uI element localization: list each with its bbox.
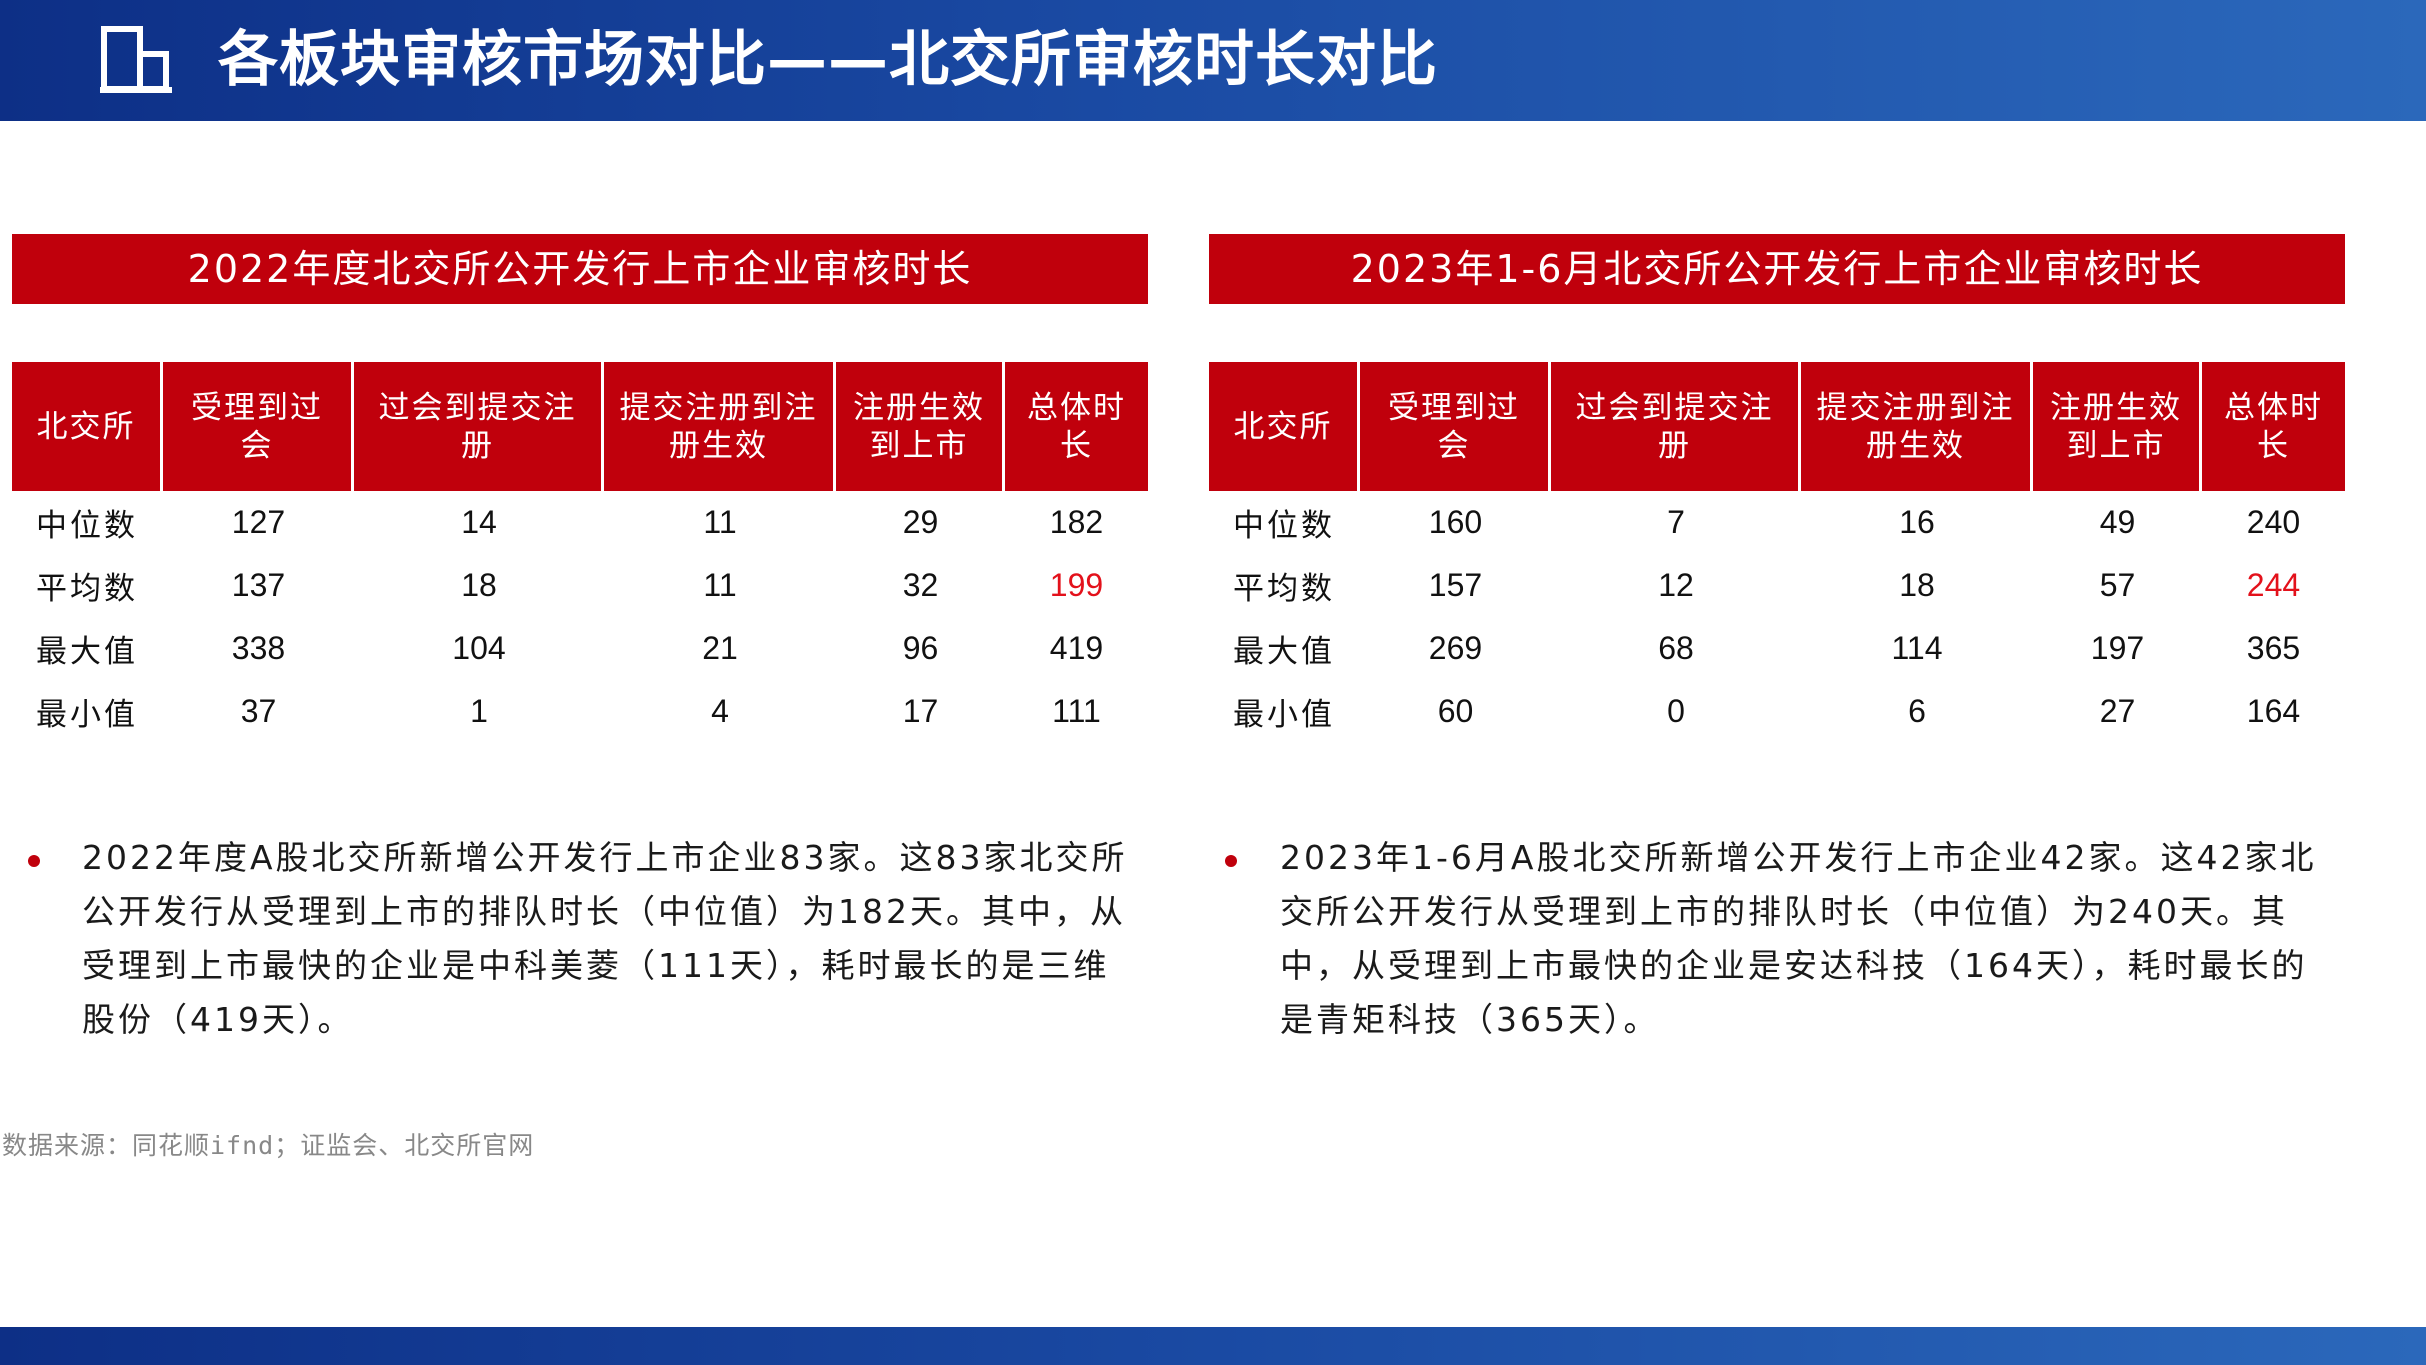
table-cell: 7	[1667, 504, 1685, 540]
column-header: 受理到过会	[163, 362, 354, 491]
table-cell: 1	[470, 693, 488, 729]
row-label: 最小值	[36, 697, 138, 733]
left-data-table: 北交所 受理到过会 过会到提交注册 提交注册到注册生效 注册生效到上市 总体时长…	[12, 362, 1148, 743]
table-row: 中位数 127 14 11 29 182	[12, 491, 1148, 554]
column-header: 北交所	[1209, 362, 1360, 491]
header-bar: 各板块审核市场对比——北交所审核时长对比	[0, 0, 2426, 121]
column-header: 总体时长	[2202, 362, 2345, 491]
table-cell: 6	[1908, 693, 1926, 729]
column-header: 注册生效到上市	[2033, 362, 2202, 491]
table-cell: 182	[1049, 504, 1104, 540]
table-cell: 37	[240, 693, 277, 729]
table-cell: 27	[2099, 693, 2136, 729]
right-note: 2023年1-6月A股北交所新增公开发行上市企业42家。这42家北交所公开发行从…	[1280, 838, 2317, 1039]
table-cell: 197	[2090, 630, 2145, 666]
table-cell: 365	[2246, 630, 2301, 666]
bullet-dot	[1225, 855, 1237, 867]
right-data-table: 北交所 受理到过会 过会到提交注册 提交注册到注册生效 注册生效到上市 总体时长…	[1209, 362, 2345, 743]
table-cell: 240	[2246, 504, 2301, 540]
table-cell: 12	[1658, 567, 1694, 603]
left-note: 2022年度A股北交所新增公开发行上市企业83家。这83家北交所公开发行从受理到…	[82, 838, 1128, 1039]
row-label: 平均数	[1233, 571, 1335, 607]
table-cell: 269	[1428, 630, 1483, 666]
table-cell: 160	[1428, 504, 1483, 540]
table-cell: 49	[2099, 504, 2136, 540]
table-cell: 114	[1891, 630, 1943, 666]
table-cell: 11	[703, 504, 737, 540]
table-cell: 137	[231, 567, 286, 603]
building-chart-icon	[100, 26, 172, 93]
highlighted-cell: 199	[1049, 567, 1104, 603]
row-label: 中位数	[1233, 508, 1335, 544]
column-header: 过会到提交注册	[1551, 362, 1801, 491]
table-row: 中位数 160 7 16 49 240	[1209, 491, 2345, 554]
table-cell: 104	[452, 630, 506, 666]
left-panel: 2022年度北交所公开发行上市企业审核时长 北交所 受理到过会 过会到提交注册 …	[12, 234, 1150, 733]
column-header: 注册生效到上市	[836, 362, 1005, 491]
column-header: 总体时长	[1005, 362, 1148, 491]
table-cell: 29	[902, 504, 939, 540]
table-cell: 111	[1052, 693, 1101, 729]
table-cell: 157	[1428, 567, 1483, 603]
table-row: 最大值 338 104 21 96 419	[12, 617, 1148, 680]
column-header: 受理到过会	[1360, 362, 1551, 491]
column-header: 提交注册到注册生效	[1801, 362, 2033, 491]
table-cell: 419	[1049, 630, 1104, 666]
row-label: 中位数	[36, 508, 138, 544]
bullet-dot	[28, 855, 40, 867]
table-cell: 32	[902, 567, 939, 603]
column-header: 过会到提交注册	[354, 362, 604, 491]
page-title: 各板块审核市场对比——北交所审核时长对比	[218, 25, 1438, 95]
table-row: 平均数 157 12 18 57 244	[1209, 554, 2345, 617]
row-label: 最小值	[1233, 697, 1335, 733]
column-header: 北交所	[12, 362, 163, 491]
table-header-row: 北交所 受理到过会 过会到提交注册 提交注册到注册生效 注册生效到上市 总体时长	[12, 362, 1148, 491]
table-cell: 338	[231, 630, 286, 666]
column-header: 提交注册到注册生效	[604, 362, 836, 491]
table-header-row: 北交所 受理到过会 过会到提交注册 提交注册到注册生效 注册生效到上市 总体时长	[1209, 362, 2345, 491]
table-cell: 57	[2099, 567, 2136, 603]
row-label: 最大值	[1233, 634, 1335, 670]
table-cell: 4	[711, 693, 729, 729]
right-panel: 2023年1-6月北交所公开发行上市企业审核时长 北交所 受理到过会 过会到提交…	[1209, 234, 2347, 733]
table-cell: 164	[2246, 693, 2301, 729]
table-cell: 68	[1658, 630, 1694, 666]
table-cell: 17	[902, 693, 939, 729]
table-row: 最大值 269 68 114 197 365	[1209, 617, 2345, 680]
row-label: 平均数	[36, 571, 138, 607]
table-row: 平均数 137 18 11 32 199	[12, 554, 1148, 617]
table-cell: 11	[703, 567, 737, 603]
table-cell: 16	[1899, 504, 1935, 540]
left-panel-title: 2022年度北交所公开发行上市企业审核时长	[12, 234, 1148, 304]
table-cell: 60	[1437, 693, 1474, 729]
table-cell: 0	[1667, 693, 1685, 729]
table-cell: 18	[461, 567, 497, 603]
table-cell: 21	[702, 630, 738, 666]
table-cell: 18	[1899, 567, 1935, 603]
table-cell: 14	[461, 504, 497, 540]
footer-bar	[0, 1327, 2426, 1365]
right-panel-title: 2023年1-6月北交所公开发行上市企业审核时长	[1209, 234, 2345, 304]
table-cell: 96	[902, 630, 939, 666]
table-row: 最小值 60 0 6 27 164	[1209, 680, 2345, 743]
data-source: 数据来源：同花顺ifnd；证监会、北交所官网	[2, 1131, 535, 1160]
row-label: 最大值	[36, 634, 138, 670]
table-row: 最小值 37 1 4 17 111	[12, 680, 1148, 743]
highlighted-cell: 244	[2246, 567, 2301, 603]
table-cell: 127	[231, 504, 286, 540]
